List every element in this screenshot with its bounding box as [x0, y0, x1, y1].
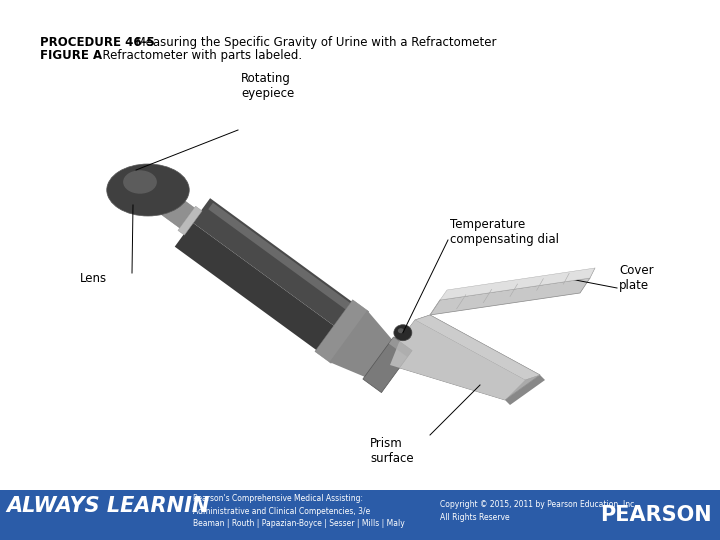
Polygon shape: [315, 300, 369, 363]
Polygon shape: [389, 337, 412, 357]
Bar: [0, 490, 720, 540]
Ellipse shape: [398, 328, 404, 333]
Ellipse shape: [394, 325, 412, 341]
Ellipse shape: [331, 313, 369, 362]
Text: Copyright © 2015, 2011 by Pearson Education, Inc
All Rights Reserve: Copyright © 2015, 2011 by Pearson Educat…: [440, 500, 634, 522]
Text: PEARSON: PEARSON: [600, 505, 712, 525]
Text: ALWAYS LEARNIN: ALWAYS LEARNIN: [6, 496, 210, 516]
Polygon shape: [178, 206, 202, 235]
Polygon shape: [505, 375, 545, 405]
Polygon shape: [363, 337, 412, 393]
Text: Lens: Lens: [80, 272, 107, 285]
Ellipse shape: [107, 164, 189, 216]
Text: Cover
plate: Cover plate: [619, 264, 654, 292]
Polygon shape: [390, 315, 540, 400]
Polygon shape: [415, 315, 540, 380]
Ellipse shape: [123, 170, 157, 194]
Polygon shape: [440, 268, 595, 300]
Text: Temperature
compensating dial: Temperature compensating dial: [450, 218, 559, 246]
Text: Refractometer with parts labeled.: Refractometer with parts labeled.: [95, 49, 302, 62]
Text: PROCEDURE 46-5: PROCEDURE 46-5: [40, 36, 155, 49]
Text: FIGURE A: FIGURE A: [40, 49, 102, 62]
Text: Measuring the Specific Gravity of Urine with a Refractometer: Measuring the Specific Gravity of Urine …: [128, 36, 497, 49]
Text: Prism
surface: Prism surface: [370, 437, 413, 465]
Polygon shape: [157, 191, 194, 228]
Polygon shape: [208, 202, 362, 318]
Text: Rotating
eyepiece: Rotating eyepiece: [241, 72, 294, 100]
Text: Pearson's Comprehensive Medical Assisting:
Administrative and Clinical Competenc: Pearson's Comprehensive Medical Assistin…: [193, 494, 405, 528]
Polygon shape: [192, 198, 368, 338]
Polygon shape: [390, 320, 525, 400]
Polygon shape: [430, 278, 590, 315]
Polygon shape: [175, 222, 350, 362]
Polygon shape: [330, 310, 395, 379]
